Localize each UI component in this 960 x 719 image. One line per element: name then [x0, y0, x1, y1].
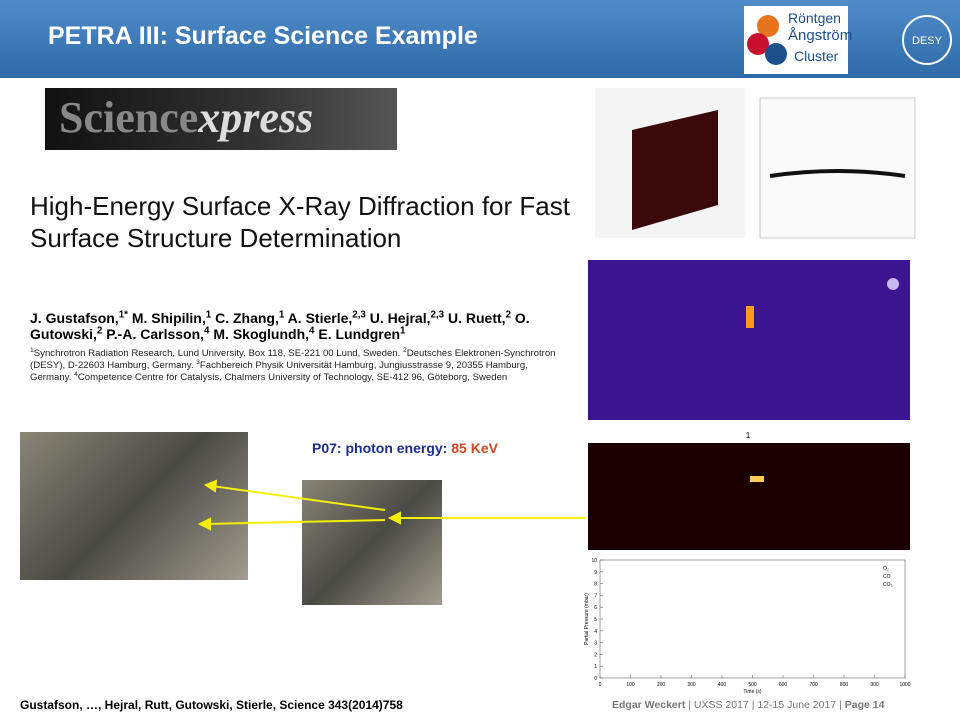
- x-tick-label: 800: [840, 682, 849, 688]
- x-axis-label: Time (s): [743, 689, 761, 695]
- y-tick-label: 7: [594, 593, 597, 599]
- citation: Gustafson, …, Hejral, Rutt, Gutowski, St…: [20, 698, 403, 712]
- x-tick-label: 100: [626, 682, 635, 688]
- x-tick-label: 1000: [899, 682, 910, 688]
- y-tick-label: 4: [594, 629, 597, 635]
- y-tick-label: 0: [594, 676, 597, 682]
- image-label: 1: [746, 431, 751, 440]
- detector-spot: [746, 306, 754, 328]
- x-tick-label: 900: [870, 682, 879, 688]
- detector-spot: [887, 278, 899, 290]
- plot-2d: [760, 98, 915, 238]
- y-axis-label: Partial Pressure (mbar): [584, 593, 590, 645]
- x-tick-label: 0: [599, 682, 602, 688]
- x-tick-label: 700: [809, 682, 818, 688]
- x-tick-label: 500: [748, 682, 757, 688]
- footer-info: Edgar Weckert | UXSS 2017 | 12-15 June 2…: [612, 699, 884, 711]
- x-tick-label: 300: [687, 682, 696, 688]
- x-tick-label: 400: [718, 682, 727, 688]
- slide: PETRA III: Surface Science Example Röntg…: [0, 0, 960, 719]
- y-tick-label: 10: [591, 558, 597, 564]
- legend-entry: CO₂: [883, 582, 893, 588]
- y-tick-label: 3: [594, 641, 597, 647]
- y-tick-label: 8: [594, 582, 597, 588]
- detector-image-red: [588, 443, 910, 550]
- detector-spot: [750, 476, 764, 482]
- y-tick-label: 5: [594, 617, 597, 623]
- x-tick-label: 600: [779, 682, 788, 688]
- overlay: 1 0 100 200 300 400 500 600 700 800 900 1000 0 1 2 3 4 5…: [0, 0, 960, 719]
- y-tick-label: 9: [594, 570, 597, 576]
- legend-entry: CO: [883, 574, 891, 580]
- y-tick-label: 2: [594, 652, 597, 658]
- plot-frame: [600, 560, 905, 678]
- y-tick-label: 1: [594, 664, 597, 670]
- y-tick-label: 6: [594, 605, 597, 611]
- legend-entry: O₂: [883, 566, 889, 572]
- detector-image: [588, 260, 910, 420]
- x-tick-label: 200: [657, 682, 666, 688]
